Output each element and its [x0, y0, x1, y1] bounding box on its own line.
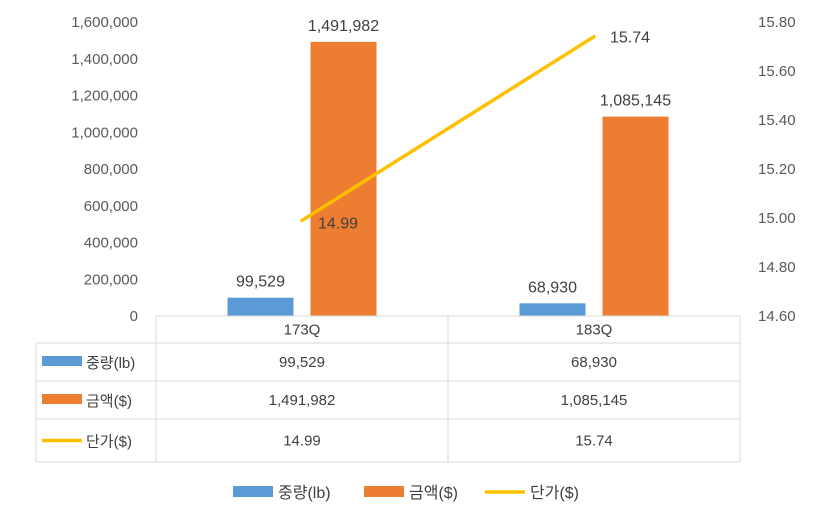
left-tick-label: 800,000: [84, 161, 138, 178]
line-data-label: 15.74: [610, 30, 650, 47]
bar: [519, 303, 586, 316]
table-cell: 99,529: [279, 354, 325, 371]
right-tick-label: 14.80: [758, 259, 796, 276]
right-tick-label: 15.20: [758, 161, 796, 178]
data-labels: 99,529 68,930 1,491,982 1,085,145 14.99 15.74: [236, 18, 671, 296]
legend-label: 중량(lb): [278, 484, 331, 502]
table-series-name: 단가($): [86, 434, 132, 451]
right-tick-label: 14.60: [758, 308, 796, 325]
table-cell: 15.74: [575, 433, 613, 450]
line-series: [300, 34, 596, 223]
table-cell: 14.99: [283, 433, 321, 450]
right-y-axis: 14.60 14.80 15.00 15.20 15.40 15.60 15.80: [758, 14, 796, 325]
left-tick-label: 1,400,000: [71, 51, 138, 68]
left-y-axis: 0 200,000 400,000 600,000 800,000 1,000,000 1,…: [71, 14, 138, 325]
legend-key: [233, 486, 273, 497]
left-tick-label: 1,200,000: [71, 88, 138, 105]
table-cell: 68,930: [571, 354, 617, 371]
left-tick-label: 1,000,000: [71, 124, 138, 141]
bar: [227, 297, 294, 316]
table-legend-key: [42, 394, 82, 404]
right-tick-label: 15.60: [758, 63, 796, 80]
table-category-header: 183Q: [576, 322, 613, 339]
right-tick-label: 15.80: [758, 14, 796, 31]
right-tick-label: 15.00: [758, 210, 796, 227]
table-category-header: 173Q: [284, 322, 321, 339]
left-tick-label: 400,000: [84, 235, 138, 252]
line-path: [300, 34, 596, 223]
bar-data-label: 1,085,145: [600, 93, 671, 110]
data-table: 173Q 183Q 중량(lb) 99,529 68,930 금액($) 1,491,982…: [35, 315, 741, 463]
bar-data-label: 1,491,982: [308, 18, 379, 35]
left-tick-label: 600,000: [84, 198, 138, 215]
table-legend-key: [42, 356, 82, 366]
left-tick-label: 0: [130, 308, 138, 325]
legend: 중량(lb) 금액($) 단가($): [233, 484, 579, 502]
legend-key: [364, 486, 404, 497]
bar-data-label: 99,529: [236, 274, 285, 291]
table-series-name: 중량(lb): [86, 355, 135, 372]
table-cell: 1,085,145: [561, 392, 628, 409]
bar: [602, 116, 669, 316]
legend-label: 금액($): [409, 484, 458, 502]
left-tick-label: 200,000: [84, 271, 138, 288]
bar-data-label: 68,930: [528, 279, 577, 296]
right-tick-label: 15.40: [758, 112, 796, 129]
legend-label: 단가($): [530, 484, 579, 502]
table-cell: 1,491,982: [269, 392, 336, 409]
line-data-label: 14.99: [318, 215, 358, 232]
left-tick-label: 1,600,000: [71, 14, 138, 31]
table-series-name: 금액($): [86, 393, 132, 410]
